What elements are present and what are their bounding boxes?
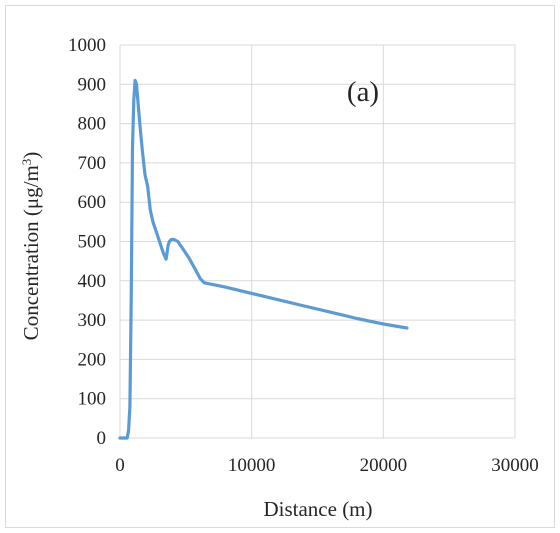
line-chart: 0 10000 20000 30000 0 100 200 300 400 500 600 700 8… [19,35,539,521]
y-tick-label: 300 [78,310,107,331]
concentration-line [118,78,409,440]
grid [120,44,516,438]
x-tick-label: 20000 [360,455,408,476]
chart-frame: 0 10000 20000 30000 0 100 200 300 400 500 600 700 8… [5,5,555,528]
x-tick-label: 0 [115,455,125,476]
y-axis-title: Concentration (μg/m3) [19,152,44,341]
panel-label: (a) [347,76,379,108]
y-tick-label: 400 [78,271,107,292]
series [118,78,409,440]
y-axis-title-base: Concentration (μg/m [19,165,43,340]
y-tick-label: 0 [97,428,107,449]
y-tick-label: 1000 [68,35,106,56]
y-axis-title-superscript: 3 [19,159,34,166]
x-axis-title: Distance (m) [263,497,372,521]
x-tick-label: 30000 [491,455,539,476]
y-tick-label: 100 [78,389,107,410]
x-axis: 0 10000 20000 30000 [115,437,539,476]
y-axis-title-end: ) [19,152,43,159]
y-axis: 0 100 200 300 400 500 600 700 800 900 1000 [68,35,121,449]
x-tick-label: 10000 [228,455,276,476]
y-tick-label: 900 [78,74,107,95]
y-tick-label: 200 [78,349,107,370]
y-tick-label: 500 [78,232,107,253]
y-tick-label: 800 [78,114,107,135]
y-tick-label: 600 [78,192,107,213]
y-tick-label: 700 [78,153,107,174]
